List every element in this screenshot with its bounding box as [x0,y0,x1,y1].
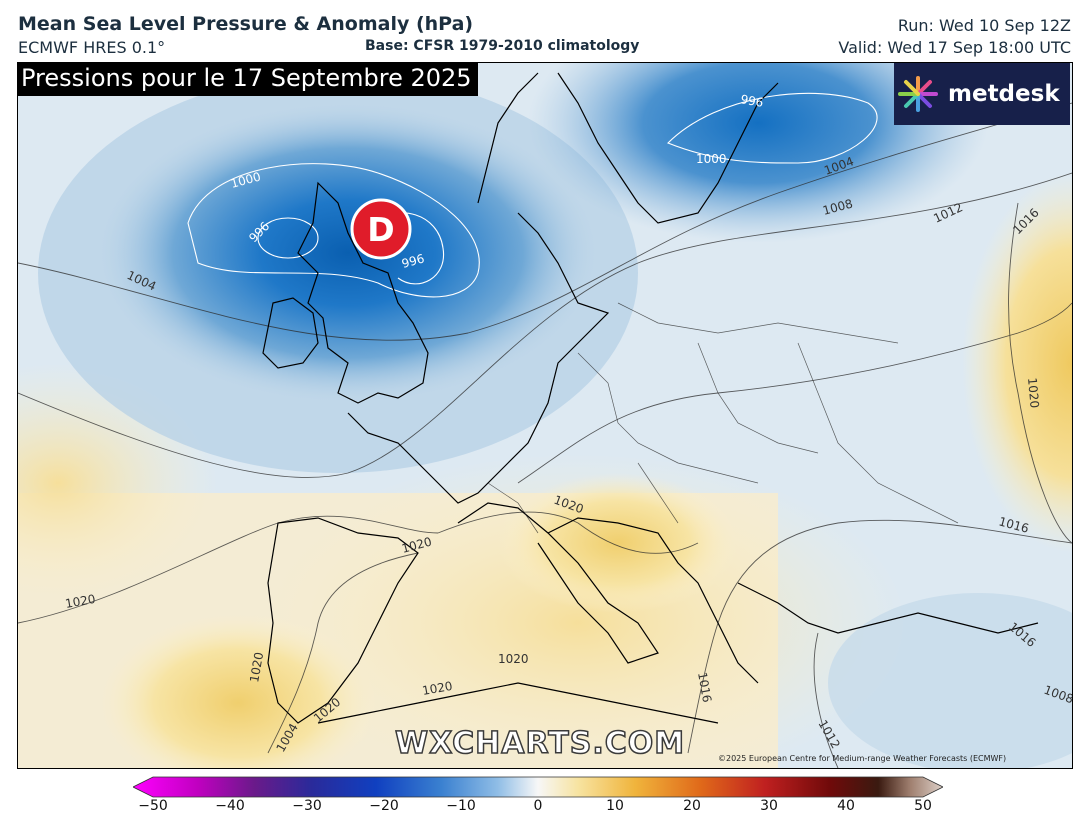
isobar-label: 996 [739,92,764,110]
valid-time-label: Valid: Wed 17 Sep 18:00 UTC [838,38,1071,57]
map-canvas: D 996 996 996 1000 1000 1004 1004 1008 1… [18,63,1072,768]
colorbar-tick-label: −50 [138,798,168,814]
metdesk-logo-text: metdesk [948,81,1060,107]
isobar-label: 1020 [421,679,454,698]
chart-title: Mean Sea Level Pressure & Anomaly (hPa) [18,13,474,35]
isobar-label: 1020 [247,651,266,684]
wxcharts-watermark: WXCHARTS.COM [394,725,686,762]
colorbar-tick-label: 40 [837,798,855,814]
colorbar-tick-label: −30 [292,798,322,814]
borders [487,302,959,534]
pressure-map: D 996 996 996 1000 1000 1004 1004 1008 1… [17,62,1073,769]
metdesk-burst-icon [898,76,938,112]
isobar-label: 1016 [695,671,714,704]
isobar-label: 1020 [64,592,97,611]
colorbar-tick-label: 10 [606,798,624,814]
colorbar-tick-label: 0 [533,798,543,814]
isobar-label: 1000 [696,152,727,166]
map-overlay-title: Pressions pour le 17 Septembre 2025 [17,62,478,96]
colorbar-tick-label: 50 [914,798,932,814]
run-time-label: Run: Wed 10 Sep 12Z [897,16,1071,35]
svg-text:D: D [367,210,394,249]
colorbar-tick-label: −20 [369,798,399,814]
colorbar-tick-label: 20 [683,798,701,814]
isobar-label-group: 996 996 996 1000 1000 1004 1004 1008 101… [64,92,1072,754]
low-pressure-marker: D [350,198,412,260]
coastlines [262,72,1039,724]
isobar-label: 1020 [498,652,529,666]
base-climatology-label: Base: CFSR 1979-2010 climatology [365,38,640,54]
isobar-label: 996 [400,251,426,270]
metdesk-logo: metdesk [894,63,1070,125]
isobar-label: 1020 [1025,377,1042,409]
anomaly-colorbar [133,776,943,798]
isobars [18,102,1072,768]
colorbar-tick-label: −10 [446,798,476,814]
colorbar-tick-label: 30 [760,798,778,814]
ecmwf-copyright: ©2025 European Centre for Medium-range W… [718,754,1007,763]
model-label: ECMWF HRES 0.1° [18,38,166,57]
colorbar-tick-label: −40 [215,798,245,814]
